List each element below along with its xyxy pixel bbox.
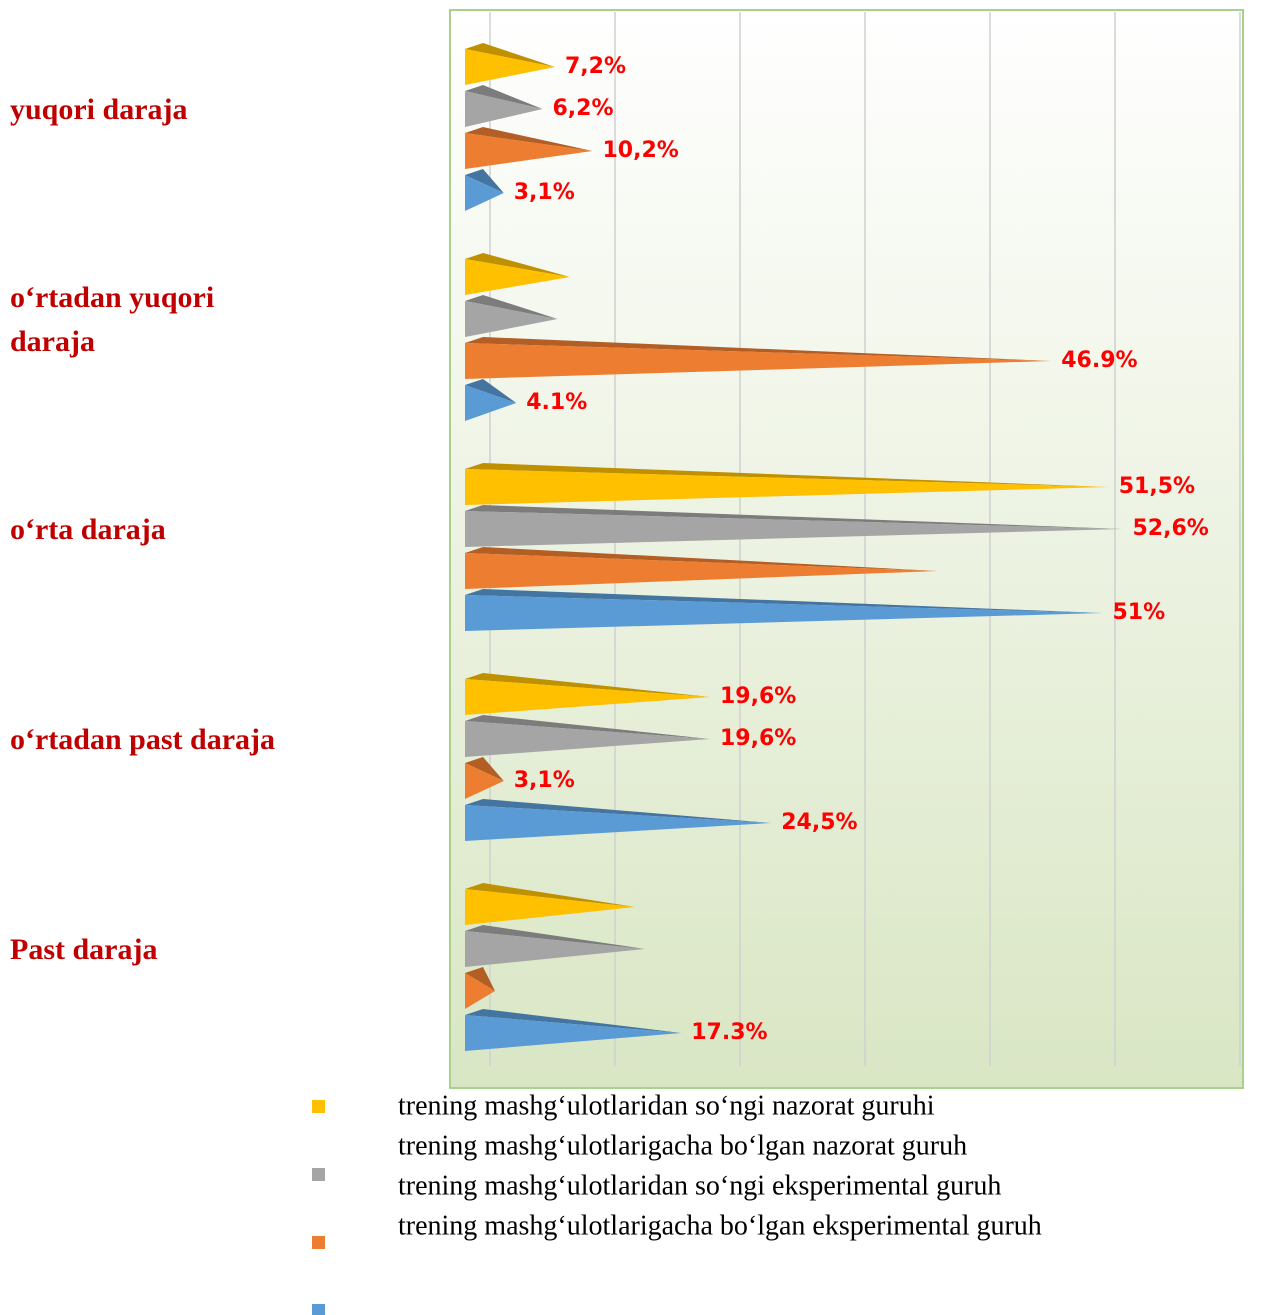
bar-top (465, 799, 772, 823)
bar-top (465, 925, 645, 949)
bar (465, 49, 555, 85)
bar-top (465, 547, 938, 571)
bar (465, 889, 635, 925)
bar-top (465, 463, 1109, 487)
bar (465, 1015, 682, 1051)
value-label: 10,2% (603, 138, 679, 163)
bar-top (465, 589, 1103, 613)
bar (465, 469, 1109, 505)
value-label: 6,2% (553, 96, 614, 121)
bar (465, 763, 504, 799)
value-label: 3,1% (514, 180, 575, 205)
legend-label: trening mashg‘ulotlaridan so‘ngi eksperi… (398, 1170, 1001, 1201)
value-label: 52,6% (1133, 516, 1209, 541)
legend-label: trening mashg‘ulotlarigacha bo‘lgan eksp… (398, 1210, 1042, 1241)
legend-label: trening mashg‘ulotlaridan so‘ngi nazorat… (398, 1090, 935, 1121)
value-label: 7,2% (565, 54, 626, 79)
bar-top (465, 757, 504, 781)
value-label: 51,5% (1119, 474, 1195, 499)
bar (465, 175, 504, 211)
bar (465, 595, 1103, 631)
bar (465, 91, 543, 127)
value-label: 46.9% (1061, 348, 1137, 373)
bar-top (465, 337, 1052, 361)
legend-marker (312, 1168, 325, 1181)
bar-top (465, 127, 593, 151)
bar (465, 931, 645, 967)
bar (465, 973, 495, 1009)
category-label: o‘rta daraja (10, 513, 166, 546)
bar-top (465, 715, 710, 739)
legend-marker (312, 1304, 325, 1315)
bar (465, 301, 558, 337)
value-label: 19,6% (720, 726, 796, 751)
bar (465, 385, 517, 421)
plot-area (449, 9, 1244, 1089)
bar-top (465, 883, 635, 907)
value-label: 4.1% (526, 390, 587, 415)
value-label: 51% (1113, 600, 1166, 625)
value-label: 17.3% (691, 1020, 767, 1045)
category-label: yuqori daraja (10, 93, 188, 126)
bar-top (465, 505, 1123, 529)
bar (465, 553, 938, 589)
bar (465, 511, 1123, 547)
legend-marker (312, 1236, 325, 1249)
value-label: 19,6% (720, 684, 796, 709)
category-label: Past daraja (10, 933, 158, 966)
bar-top (465, 379, 517, 403)
bar (465, 679, 710, 715)
bar-top (465, 967, 495, 991)
bar (465, 133, 593, 169)
bar-top (465, 85, 543, 109)
bar (465, 259, 570, 295)
bar-top (465, 43, 555, 67)
category-label: o‘rtadan past daraja (10, 723, 276, 756)
bar-top (465, 673, 710, 697)
category-label: o‘rtadan yuqori daraja (10, 281, 215, 358)
value-label: 3,1% (514, 768, 575, 793)
bar (465, 805, 772, 841)
bar-top (465, 295, 558, 319)
bar-top (465, 253, 570, 277)
legend-label: trening mashg‘ulotlarigacha bo‘lgan nazo… (398, 1130, 967, 1161)
legend-marker (312, 1100, 325, 1113)
value-label: 24,5% (781, 810, 857, 835)
bar (465, 343, 1052, 379)
bar-top (465, 169, 504, 193)
bar (465, 721, 710, 757)
bar-top (465, 1009, 682, 1033)
